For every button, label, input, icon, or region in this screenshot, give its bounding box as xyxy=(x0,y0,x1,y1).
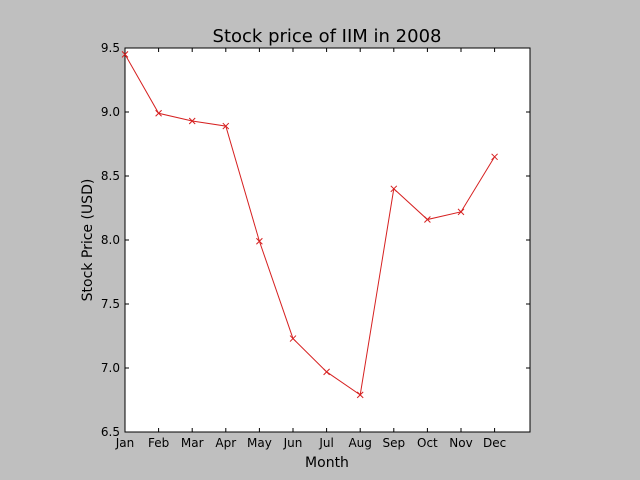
x-tick-label: Jan xyxy=(115,436,135,450)
x-tick-label: Mar xyxy=(181,436,204,450)
axis-ticks: 6.5 7.0 7.5 8.0 8.5 9.0 9.5 Jan Feb Mar Apr May Jun J… xyxy=(101,41,530,450)
plot-area xyxy=(124,47,531,433)
marker-stroke xyxy=(155,109,162,117)
x-tick-label: Dec xyxy=(483,436,506,450)
data-point-marker xyxy=(289,335,297,342)
x-tick-label: Feb xyxy=(148,436,169,450)
marker-stroke xyxy=(289,335,297,342)
marker-stroke xyxy=(457,208,465,216)
data-point-marker xyxy=(121,51,129,58)
data-point-marker xyxy=(390,185,398,193)
y-tick-label: 8.0 xyxy=(101,233,120,247)
data-point-marker xyxy=(323,368,330,376)
series-line xyxy=(124,54,496,396)
x-tick-label: Oct xyxy=(417,436,438,450)
marker-stroke xyxy=(188,117,196,125)
data-point-marker xyxy=(424,216,431,223)
data-point-marker xyxy=(491,153,498,161)
x-tick-label: Nov xyxy=(449,436,472,450)
x-tick-label: Jun xyxy=(283,436,303,450)
series-layer xyxy=(121,51,498,399)
data-point-marker xyxy=(256,237,263,245)
data-point-marker xyxy=(222,122,230,130)
y-tick-label: 8.5 xyxy=(101,169,120,183)
chart-title: Stock price of IIM in 2008 xyxy=(213,26,442,47)
x-tick-label: May xyxy=(247,436,272,450)
x-tick-label: Sep xyxy=(382,436,405,450)
marker-stroke xyxy=(491,153,498,161)
marker-stroke xyxy=(121,51,129,58)
marker-stroke xyxy=(424,216,431,223)
y-tick-label: 9.5 xyxy=(101,41,120,55)
data-point-marker xyxy=(356,391,364,399)
marker-stroke xyxy=(356,391,364,399)
x-axis-label: Month xyxy=(305,455,349,471)
data-point-marker xyxy=(155,109,162,117)
x-tick-label: Aug xyxy=(348,436,371,450)
marker-stroke xyxy=(390,185,398,193)
marker-stroke xyxy=(256,237,263,245)
y-tick-label: 9.0 xyxy=(101,105,120,119)
y-tick-label: 7.5 xyxy=(101,297,120,311)
x-tick-label: Apr xyxy=(215,436,236,450)
marker-stroke xyxy=(323,368,330,376)
y-axis-label: Stock Price (USD) xyxy=(80,179,96,302)
y-tick-label: 7.0 xyxy=(101,361,120,375)
x-tick-label: Jul xyxy=(318,436,333,450)
marker-stroke xyxy=(222,122,230,130)
data-point-marker xyxy=(457,208,465,216)
data-point-marker xyxy=(188,117,196,125)
y-tick-label: 6.5 xyxy=(101,425,120,439)
